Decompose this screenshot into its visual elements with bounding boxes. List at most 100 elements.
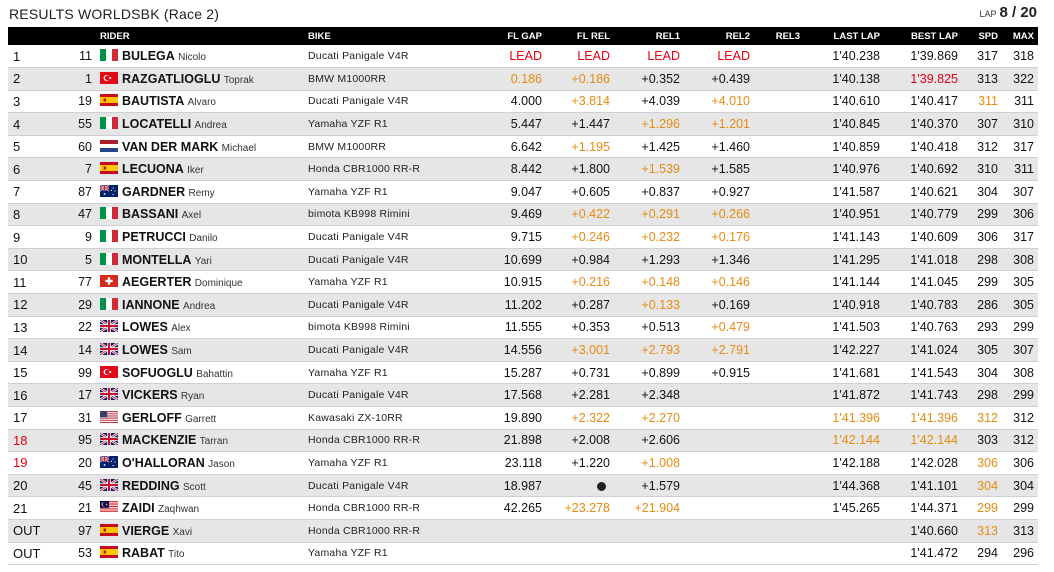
last-lap-cell: 1'40.859 (804, 135, 884, 159)
table-row[interactable]: 10 5 MONTELLA Yari Ducati Panigale V4R 10.69… (8, 248, 1038, 272)
rider-cell[interactable]: RAZGATLIOGLU Toprak (96, 67, 304, 91)
rider-number-cell: 17 (52, 383, 96, 407)
table-row[interactable]: 13 22 LOWES Alex bimota KB998 Rimini 11.555 +… (8, 316, 1038, 340)
fl-gap-cell: 6.642 (482, 135, 546, 159)
best-lap-cell: 1'40.779 (884, 203, 962, 227)
col-header-rel2[interactable]: REL2 (725, 30, 750, 42)
rider-number-cell: 1 (52, 67, 96, 91)
table-row[interactable]: 12 29 IANNONE Andrea Ducati Panigale V4R 11.… (8, 293, 1038, 317)
col-header-speed[interactable]: SPD (978, 30, 998, 42)
fl-rel-cell: +0.246 (546, 225, 614, 249)
fl-rel-cell (546, 474, 614, 498)
rider-number-cell: 95 (52, 429, 96, 453)
rider-number-cell: 9 (52, 225, 96, 249)
table-row[interactable]: 5 60 VAN DER MARK Michael BMW M1000RR 6.642 +… (8, 135, 1038, 159)
table-row[interactable]: 4 55 LOCATELLI Andrea Yamaha YZF R1 5.447 +1.… (8, 112, 1038, 136)
bike-cell: Yamaha YZF R1 (304, 180, 482, 204)
table-row[interactable]: 21 21 ZAIDI Zaqhwan Honda CBR1000 RR-R 42.26… (8, 496, 1038, 520)
table-row[interactable]: 9 9 PETRUCCI Danilo Ducati Panigale V4R 9.71… (8, 225, 1038, 249)
fl-rel-value: +0.422 (571, 207, 610, 222)
table-row[interactable]: 7 87 GARDNER Remy Yamaha YZF R1 9.047 +0.605 +… (8, 180, 1038, 204)
rider-last-name: IANNONE (122, 297, 180, 312)
last-lap-cell: 1'44.368 (804, 474, 884, 498)
australia-flag-icon (100, 455, 118, 468)
col-header-last-lap[interactable]: LAST LAP (833, 30, 880, 42)
rel3-cell (754, 406, 804, 430)
rider-cell[interactable]: BAUTISTA Alvaro (96, 90, 304, 114)
col-header-max[interactable]: MAX (1012, 30, 1034, 42)
rider-cell[interactable]: GARDNER Remy (96, 180, 304, 204)
rider-last-name: LOWES (122, 320, 168, 335)
rider-cell[interactable]: LECUONA Iker (96, 157, 304, 182)
rider-first-name: Garrett (185, 413, 217, 425)
rel3-cell (754, 225, 804, 249)
fl-rel-cell: +2.322 (546, 406, 614, 430)
rider-cell[interactable]: REDDING Scott (96, 474, 304, 498)
rider-cell[interactable]: MONTELLA Yari (96, 248, 304, 272)
fl-rel-cell: +0.287 (546, 293, 614, 317)
rider-cell[interactable]: LOCATELLI Andrea (96, 112, 304, 136)
best-lap-cell: 1'41.743 (884, 383, 962, 407)
rider-cell[interactable]: LOWES Sam (96, 338, 304, 362)
bike-cell: Yamaha YZF R1 (304, 542, 482, 566)
rel2-cell (684, 496, 754, 520)
rel2-cell: +0.169 (684, 293, 754, 317)
table-row[interactable]: 16 17 VICKERS Ryan Ducati Panigale V4R 17.56… (8, 383, 1038, 407)
rider-cell[interactable]: SOFUOGLU Bahattin (96, 361, 304, 385)
table-row[interactable]: 19 20 O'HALLORAN Jason Yamaha YZF R1 23.118 +… (8, 451, 1038, 475)
bike-cell: Honda CBR1000 RR-R (304, 429, 482, 453)
rider-first-name: Alex (171, 323, 191, 335)
table-row[interactable]: 18 95 MACKENZIE Tarran Honda CBR1000 RR-R 21… (8, 429, 1038, 453)
rider-cell[interactable]: PETRUCCI Danilo (96, 225, 304, 249)
col-header-rel1[interactable]: REL1 (655, 30, 680, 42)
rider-cell[interactable]: GERLOFF Garrett (96, 406, 304, 430)
col-header-rider[interactable]: RIDER (100, 30, 130, 42)
rider-cell[interactable]: VAN DER MARK Michael (96, 135, 304, 159)
table-row[interactable]: 17 31 GERLOFF Garrett Kawasaki ZX-10RR 19.89… (8, 406, 1038, 430)
rider-cell[interactable]: O'HALLORAN Jason (96, 451, 304, 475)
rider-cell[interactable]: ZAIDI Zaqhwan (96, 496, 304, 520)
rider-number-cell: 20 (52, 451, 96, 475)
rider-cell[interactable]: AEGERTER Dominique (96, 270, 304, 295)
rider-first-name: Toprak (223, 74, 254, 86)
bike-cell: Ducati Panigale V4R (304, 338, 482, 362)
rider-cell[interactable]: VIERGE Xavi (96, 519, 304, 543)
position-cell: 16 (8, 383, 52, 407)
col-header-bike[interactable]: BIKE (308, 30, 331, 42)
table-row[interactable]: 8 47 BASSANI Axel bimota KB998 Rimini 9.469 +… (8, 203, 1038, 227)
rel3-cell (754, 180, 804, 204)
table-row[interactable]: 15 99 SOFUOGLU Bahattin Yamaha YZF R1 15.287… (8, 361, 1038, 385)
uk-flag-icon (100, 343, 118, 356)
col-header-fl-gap[interactable]: FL GAP (507, 30, 542, 42)
table-row[interactable]: 2 1 RAZGATLIOGLU Toprak BMW M1000RR 0.186 +0.… (8, 67, 1038, 91)
fl-gap-cell: LEAD (482, 45, 546, 69)
rider-cell[interactable]: LOWES Alex (96, 316, 304, 340)
speed-cell: 305 (962, 338, 1002, 362)
rider-cell[interactable]: VICKERS Ryan (96, 383, 304, 407)
rider-cell[interactable]: BASSANI Axel (96, 203, 304, 227)
max-speed-cell: 317 (1002, 135, 1038, 159)
rel3-cell (754, 496, 804, 520)
rider-cell[interactable]: MACKENZIE Tarran (96, 429, 304, 453)
rider-first-name: Sam (171, 346, 192, 358)
table-row[interactable]: OUT 97 VIERGE Xavi Honda CBR1000 RR-R 1'40.6… (8, 519, 1038, 543)
rider-first-name: Remy (188, 187, 215, 199)
col-header-best-lap[interactable]: BEST LAP (911, 30, 958, 42)
table-row[interactable]: 20 45 REDDING Scott Ducati Panigale V4R 18.9… (8, 474, 1038, 498)
rider-cell[interactable]: IANNONE Andrea (96, 293, 304, 317)
table-row[interactable]: 3 19 BAUTISTA Alvaro Ducati Panigale V4R 4.0… (8, 90, 1038, 114)
table-row[interactable]: 14 14 LOWES Sam Ducati Panigale V4R 14.556 +3… (8, 338, 1038, 362)
table-row[interactable]: 1 11 BULEGA Nicolo Ducati Panigale V4R LEAD L… (8, 45, 1038, 69)
rider-cell[interactable]: RABAT Tito (96, 542, 304, 566)
table-row[interactable]: 11 77 AEGERTER Dominique Yamaha YZF R1 10.91… (8, 270, 1038, 295)
col-header-rel3[interactable]: REL3 (775, 30, 800, 42)
rider-number-cell: 47 (52, 203, 96, 227)
col-header-fl-rel[interactable]: FL REL (576, 30, 610, 42)
rel3-cell (754, 293, 804, 317)
table-row[interactable]: OUT 53 RABAT Tito Yamaha YZF R1 1'41.472 294 2… (8, 542, 1038, 566)
rel3-cell (754, 270, 804, 295)
rider-cell[interactable]: BULEGA Nicolo (96, 45, 304, 69)
max-speed-cell: 317 (1002, 225, 1038, 249)
rider-last-name: RABAT (122, 546, 165, 561)
table-row[interactable]: 6 7 LECUONA Iker Honda CBR1000 RR-R 8.442 +1.… (8, 157, 1038, 182)
